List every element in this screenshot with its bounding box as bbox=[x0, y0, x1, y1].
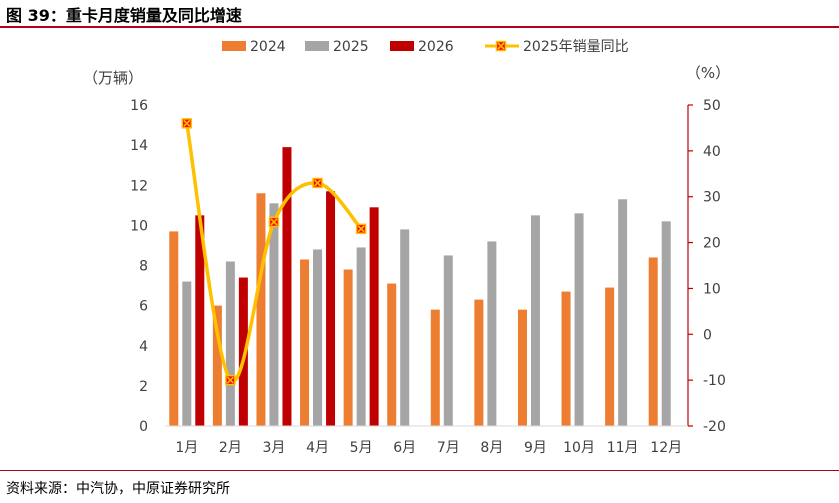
bar-2024 bbox=[387, 283, 397, 426]
yoy-marker-cross bbox=[270, 218, 278, 226]
bar-2026 bbox=[195, 215, 205, 426]
bar-2025 bbox=[487, 241, 497, 426]
bar-2026 bbox=[326, 191, 336, 426]
y-left-tick-label: 10 bbox=[130, 218, 148, 234]
y-left-tick-label: 4 bbox=[139, 339, 148, 355]
y-axis-right-label: （%） bbox=[686, 64, 730, 82]
source-note: 资料来源：中汽协，中原证券研究所 bbox=[6, 481, 230, 497]
bar-2025 bbox=[530, 215, 540, 426]
x-tick-label: 1月 bbox=[175, 440, 198, 456]
bar-2026 bbox=[238, 277, 248, 426]
yoy-marker-cross bbox=[226, 376, 234, 384]
yoy-line-group bbox=[181, 40, 507, 386]
legend-label-2024: 2024 bbox=[250, 39, 286, 55]
bar-2024 bbox=[212, 305, 222, 426]
y-axis-left-label: （万辆） bbox=[83, 69, 143, 87]
x-tick-label: 2月 bbox=[219, 440, 242, 456]
y-axis-right: -20 -10 0 10 20 30 40 50 bbox=[687, 98, 726, 435]
bar-2025 bbox=[618, 199, 628, 426]
yoy-marker-cross bbox=[497, 42, 505, 50]
bar-2025 bbox=[661, 221, 671, 426]
bar-2025 bbox=[225, 261, 235, 426]
bar-2025 bbox=[400, 229, 410, 426]
y-left-tick-label: 0 bbox=[139, 419, 148, 435]
bar-2026 bbox=[369, 207, 379, 426]
figure-title: 图 39：重卡月度销量及同比增速 bbox=[6, 6, 242, 25]
chart-legend: 2024 2025 2026 2025年销量同比 bbox=[222, 39, 629, 55]
bar-2025 bbox=[356, 247, 366, 426]
y-right-tick-label: 20 bbox=[703, 236, 721, 252]
bar-2025 bbox=[182, 281, 192, 426]
x-tick-label: 7月 bbox=[437, 440, 460, 456]
yoy-point bbox=[355, 223, 367, 235]
x-tick-label: 6月 bbox=[393, 440, 416, 456]
x-axis-ticks: 1月 2月 3月 4月 5月 6月 7月 8月 9月 10月 11月 12月 bbox=[175, 440, 682, 456]
y-right-tick-label: 10 bbox=[703, 281, 721, 297]
bar-2024 bbox=[256, 193, 266, 426]
yoy-marker-cross bbox=[313, 179, 322, 187]
yoy-point bbox=[181, 118, 193, 129]
bar-2024 bbox=[474, 299, 484, 426]
x-tick-label: 3月 bbox=[262, 440, 285, 456]
y-axis-left-ticks: 0 2 4 6 8 10 12 14 16 bbox=[130, 98, 148, 435]
x-tick-label: 11月 bbox=[607, 440, 639, 456]
bar-2024 bbox=[169, 231, 179, 426]
legend-label-2026: 2026 bbox=[418, 39, 454, 55]
legend-swatch-2025 bbox=[305, 41, 329, 51]
bar-series-group bbox=[169, 147, 671, 426]
y-left-tick-label: 16 bbox=[130, 98, 148, 114]
x-tick-label: 8月 bbox=[480, 440, 503, 456]
bar-2024 bbox=[648, 257, 658, 426]
title-rule bbox=[0, 26, 839, 28]
x-tick-label: 9月 bbox=[524, 440, 547, 456]
yoy-point bbox=[225, 374, 236, 386]
bar-2025 bbox=[574, 213, 584, 426]
y-right-tick-label: 50 bbox=[703, 98, 721, 114]
legend-swatch-2024 bbox=[222, 41, 246, 51]
x-tick-label: 5月 bbox=[350, 440, 373, 456]
y-left-tick-label: 8 bbox=[139, 259, 148, 275]
x-tick-label: 4月 bbox=[306, 440, 329, 456]
y-right-tick-label: 40 bbox=[703, 144, 721, 160]
bar-2025 bbox=[443, 255, 453, 426]
legend-label-2025: 2025 bbox=[333, 39, 369, 55]
y-right-tick-label: -20 bbox=[703, 419, 726, 435]
yoy-point bbox=[312, 177, 323, 189]
y-right-tick-label: 30 bbox=[703, 190, 721, 206]
bar-2025 bbox=[313, 249, 323, 426]
bar-2024 bbox=[343, 269, 353, 426]
yoy-marker-cross bbox=[357, 225, 365, 233]
y-left-tick-label: 2 bbox=[139, 379, 148, 395]
x-tick-label: 12月 bbox=[650, 440, 682, 456]
bar-2024 bbox=[517, 309, 527, 426]
x-tick-label: 10月 bbox=[563, 440, 595, 456]
bar-2024 bbox=[430, 309, 440, 426]
yoy-marker-cross bbox=[183, 119, 191, 127]
y-right-tick-label: 0 bbox=[703, 327, 712, 343]
y-left-tick-label: 14 bbox=[130, 138, 148, 154]
y-left-tick-label: 12 bbox=[130, 178, 148, 194]
source-rule bbox=[0, 470, 839, 471]
bar-2026 bbox=[282, 147, 292, 426]
yoy-point bbox=[268, 216, 280, 228]
bar-2024 bbox=[561, 291, 571, 426]
bar-2024 bbox=[605, 287, 615, 426]
y-left-tick-label: 6 bbox=[139, 299, 148, 315]
legend-label-yoy: 2025年销量同比 bbox=[523, 39, 629, 55]
legend-swatch-2026 bbox=[390, 41, 414, 51]
bar-2025 bbox=[269, 203, 279, 426]
y-right-tick-label: -10 bbox=[703, 373, 726, 389]
bar-2024 bbox=[300, 259, 310, 426]
legend-swatch-yoy-marker bbox=[495, 40, 507, 52]
